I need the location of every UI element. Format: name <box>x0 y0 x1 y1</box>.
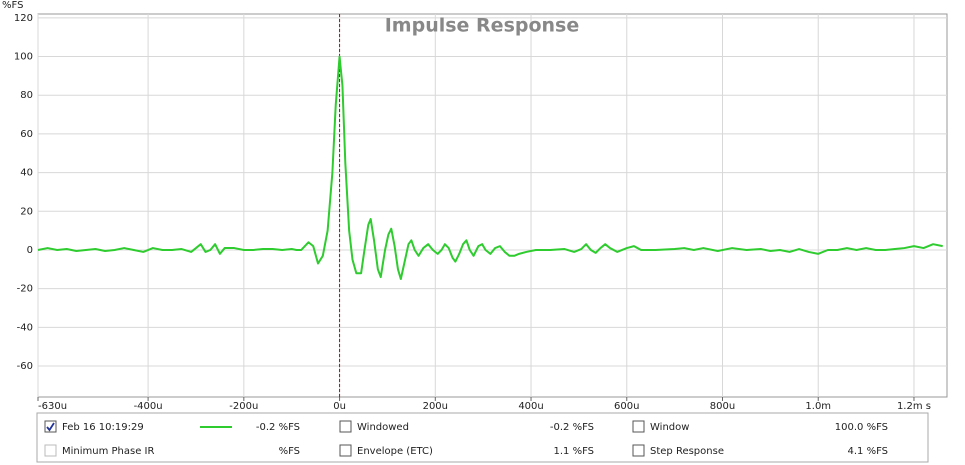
x-tick-label: -200u <box>229 401 258 412</box>
chart-title: Impulse Response <box>385 15 580 37</box>
y-tick-label: 60 <box>20 129 33 140</box>
legend-label: Minimum Phase IR <box>62 446 155 457</box>
x-tick-label: 200u <box>423 401 448 412</box>
legend-label: Envelope (ETC) <box>357 446 433 457</box>
x-tick-label: -400u <box>134 401 163 412</box>
checkbox[interactable] <box>339 444 352 457</box>
x-tick-label: 1.2m s <box>897 401 931 412</box>
y-tick-label: 100 <box>14 52 33 63</box>
legend-value: 4.1 %FS <box>847 446 888 457</box>
x-tick-label: 800u <box>710 401 735 412</box>
checkbox[interactable] <box>44 420 57 433</box>
legend-label: Feb 16 10:19:29 <box>62 422 144 433</box>
legend-label: Step Response <box>650 446 724 457</box>
plot-area <box>37 13 948 398</box>
y-tick-label: 20 <box>20 206 33 217</box>
x-tick-label: 1.0m <box>805 401 831 412</box>
y-tick-label: -60 <box>17 361 33 372</box>
x-tick-label: -630u <box>38 401 67 412</box>
x-tick-label: 0u <box>333 401 346 412</box>
y-tick-label: 80 <box>20 90 33 101</box>
data-line <box>37 55 943 281</box>
legend-value: -0.2 %FS <box>550 422 594 433</box>
checkbox <box>44 444 57 457</box>
legend-label: Windowed <box>357 422 409 433</box>
x-tick-label: 400u <box>518 401 543 412</box>
legend-value: %FS <box>279 446 300 457</box>
legend-label: Window <box>650 422 689 433</box>
checkmark <box>46 422 55 432</box>
legend-value: 1.1 %FS <box>553 446 594 457</box>
y-tick-label: -40 <box>17 322 33 333</box>
y-tick-label: 120 <box>14 13 33 24</box>
y-tick-label: 0 <box>27 245 33 256</box>
y-tick-label: 40 <box>20 168 33 179</box>
legend-value: 100.0 %FS <box>835 422 888 433</box>
x-tick-label: 600u <box>614 401 639 412</box>
y-unit: %FS <box>2 0 23 11</box>
y-tick-label: -20 <box>17 284 33 295</box>
checkbox[interactable] <box>339 420 352 433</box>
legend-panel <box>36 412 929 463</box>
legend-value: -0.2 %FS <box>256 422 300 433</box>
checkbox[interactable] <box>632 444 645 457</box>
checkbox[interactable] <box>632 420 645 433</box>
